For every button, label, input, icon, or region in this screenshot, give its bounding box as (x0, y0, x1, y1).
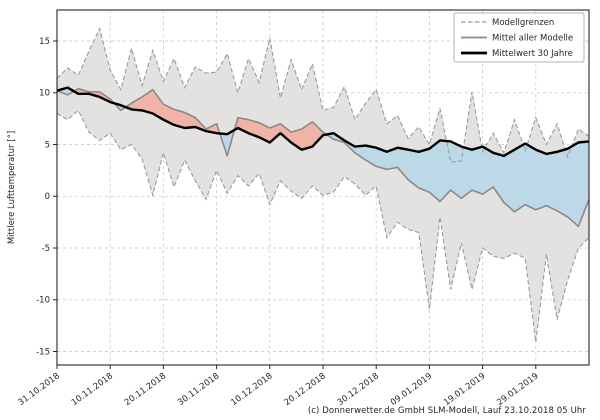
y-tick-label: 5 (45, 140, 50, 150)
x-tick-label: 29.01.2019 (495, 371, 540, 408)
model-upper-bound-line (56, 26, 590, 163)
legend-entry-label: Modellgrenzen (492, 18, 554, 28)
x-tick-label: 10.12.2018 (229, 371, 274, 408)
legend-box (453, 12, 585, 63)
x-tick-label: 30.12.2018 (336, 371, 381, 408)
climate-mean-line (56, 86, 590, 158)
y-tick-label: -15 (36, 347, 50, 357)
x-tick-label: 09.01.2019 (389, 371, 434, 408)
x-tick-label: 31.10.2018 (17, 371, 62, 408)
legend-entry-label: Mittelwert 30 Jahre (492, 49, 573, 59)
copyright-text: (c) Donnerwetter.de GmbH SLM-Modell, Lau… (307, 406, 586, 416)
y-tick-label: 15 (39, 37, 50, 47)
x-tick-label: 30.11.2018 (176, 371, 221, 408)
y-tick-label: 10 (39, 89, 50, 99)
above-normal-area (57, 87, 589, 156)
x-tick-label: 20.11.2018 (123, 371, 168, 408)
legend-entry-label: Mittel aller Modelle (492, 34, 573, 44)
y-axis-label: Mittlere Lufttemperatur [°] (7, 131, 17, 244)
model-lower-bound-line (56, 109, 590, 343)
x-tick-label: 19.01.2019 (442, 371, 487, 408)
model-mean-line (56, 87, 590, 228)
y-tick-label: -5 (42, 244, 50, 254)
legend: Modellgrenzen Mittel aller Modelle Mittelw… (453, 12, 585, 63)
x-tick-label: 10.11.2018 (70, 371, 115, 408)
y-tick-label: -10 (36, 296, 50, 306)
y-tick-label: 0 (45, 192, 50, 202)
x-tick-label: 20.12.2018 (283, 371, 328, 408)
